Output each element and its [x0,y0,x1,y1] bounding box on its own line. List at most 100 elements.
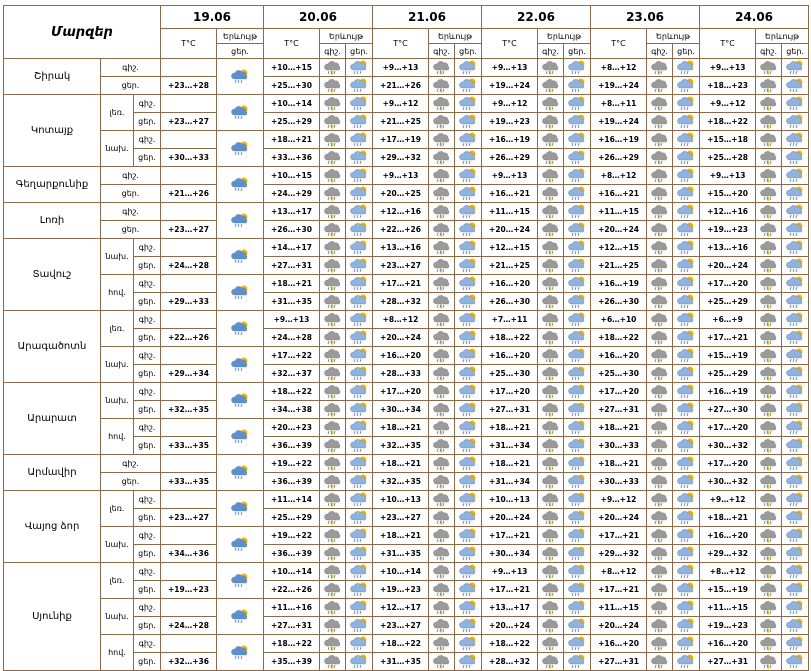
icon-cell [537,490,565,509]
icon-cell [537,526,565,545]
area: լեռ. [100,310,134,347]
weather-icon [323,367,340,382]
icon-cell [344,436,374,455]
weather-icon [541,187,558,202]
weather-icon [650,565,667,580]
temperature: +9…+12 [699,94,757,113]
weather-icon [541,61,558,76]
weather-icon [650,511,667,526]
rain [327,88,335,93]
icon-cell [537,220,565,239]
weather-icon [759,493,776,508]
icon-cell [537,238,565,257]
icon-cell [646,130,674,149]
day-head: ցեր. [672,43,701,59]
icon-cell [428,58,456,77]
temperature [160,382,217,401]
cloud [786,493,803,503]
weather-icon [231,285,248,300]
icon-cell [563,382,592,401]
rain [680,394,689,399]
cloud [786,97,803,107]
cloud [677,511,694,521]
icon-cell [216,346,264,383]
temperature: +15…+20 [699,184,757,203]
weather-icon [759,61,776,76]
cloud [786,187,803,197]
cloud [541,187,558,197]
icon-cell [755,580,783,599]
icon-cell [781,238,810,257]
weather-icon [323,349,340,364]
icon-cell [781,400,810,419]
rain [462,592,471,597]
icon-cell [672,526,701,545]
cloud [231,70,248,80]
cloud [459,493,476,503]
icon-cell [454,292,483,311]
temperature: +9…+13 [699,58,757,77]
rain [571,214,580,219]
temperature: +32…+35 [372,472,430,491]
icon-cell [319,544,346,563]
cloud [677,169,694,179]
rain [654,160,662,165]
weather-icon [323,421,340,436]
icon-cell [344,58,374,77]
icon-cell [563,634,592,653]
cloud [677,439,694,449]
weather-icon [650,619,667,634]
weather-icon [459,618,476,633]
weather-icon [759,367,776,382]
weather-icon [432,457,449,472]
icon-cell [216,310,264,347]
weather-icon [231,213,248,228]
rain [763,502,771,507]
icon-cell [563,454,592,473]
cloud [786,475,803,485]
icon-cell [755,364,783,383]
weather-icon [350,96,367,111]
temperature: +18…+21 [263,274,320,293]
icon-cell [755,238,783,257]
rain [763,106,771,111]
icon-cell [454,274,483,293]
data-row: Կոտայք լեռ. գիշ. +10…+14 +9…+12 +9…+12 +8…+11 +… [3,94,810,167]
icon-cell [537,184,565,203]
rain [462,502,471,507]
cloud [231,322,248,332]
night-head: գիշ. [755,43,783,59]
icon-cell [646,166,674,185]
cloud [459,637,476,647]
region: Սյունիք [3,562,101,671]
temperature: +17…+21 [372,274,430,293]
temp-head: T°C [160,28,217,59]
cloud [541,601,558,611]
cloud [231,430,248,440]
period: ցեր. [100,472,161,491]
area: նախ. [100,382,134,419]
temperature: +18…+21 [372,418,430,437]
icon-cell [537,202,565,221]
rain [545,340,553,345]
region: Արագածոտն [3,310,101,383]
weather-icon [568,114,585,129]
cloud [759,133,776,143]
cloud [350,259,367,269]
cloud [759,601,776,611]
cloud [541,79,558,89]
cloud [541,547,558,557]
weather-icon [568,96,585,111]
temperature: +18…+21 [263,130,320,149]
rain [654,484,662,489]
data-row: Սյունիք լեռ. գիշ. +10…+14 +10…+14 +9…+13 +8…+1… [3,562,810,671]
rain [234,115,243,120]
cloud [350,313,367,323]
cloud [459,295,476,305]
weather-icon [786,258,803,273]
icon-cell [428,526,456,545]
temperature: +9…+12 [481,94,539,113]
weather-icon [459,474,476,489]
weather-icon [650,187,667,202]
icon-cell [319,346,346,365]
